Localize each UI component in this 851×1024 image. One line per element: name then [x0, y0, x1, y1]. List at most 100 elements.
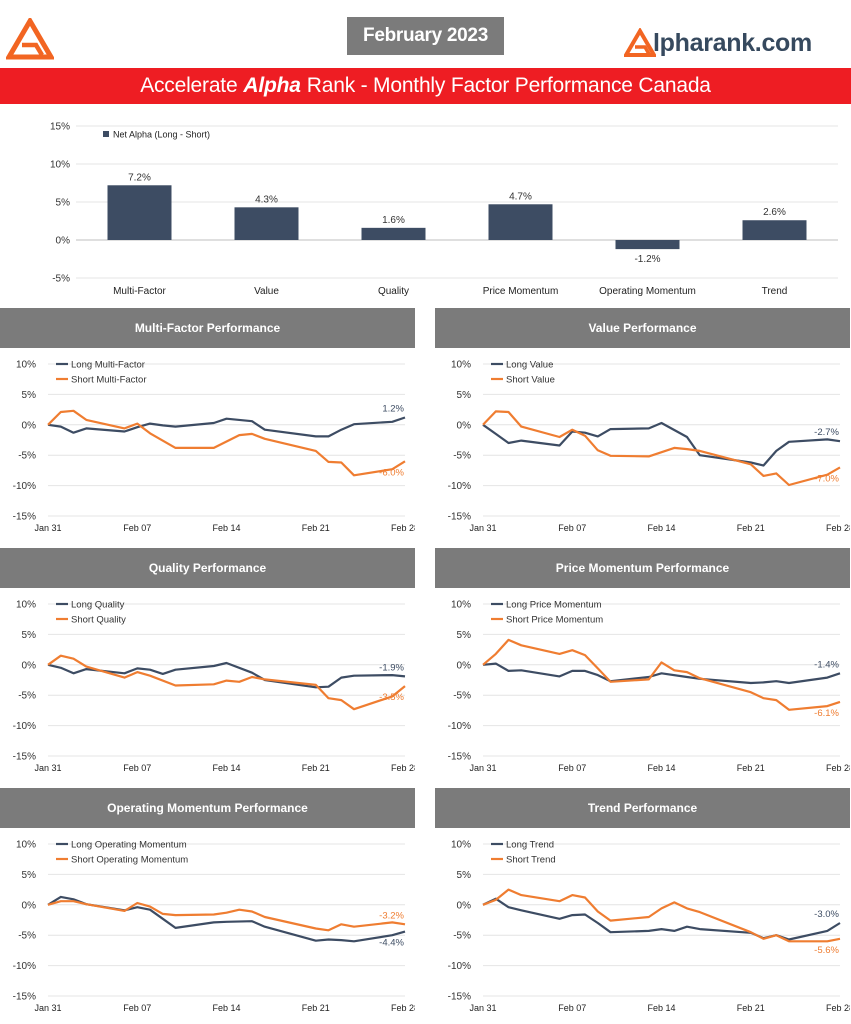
panel-title: Value Performance — [435, 308, 850, 348]
series-end-label: -1.9% — [379, 662, 404, 673]
bar — [107, 185, 172, 240]
value-panel: Value Performance -15% -10% -5% 0% 5% 10% Jan … — [435, 308, 850, 538]
y-tick-label: -5% — [453, 691, 471, 702]
trend-line-chart: -15% -10% -5% 0% 5% 10% Jan 31 Feb 07 Feb 14 Feb … — [448, 840, 850, 1014]
y-tick-label: -5% — [453, 931, 471, 942]
panel-title: Price Momentum Performance — [435, 548, 850, 588]
x-tick-label: Feb 28 — [826, 523, 850, 533]
legend-label: Short Quality — [71, 615, 126, 626]
x-tick-label: Feb 21 — [302, 763, 330, 773]
long-series-line — [47, 895, 406, 943]
x-tick-label: Jan 31 — [469, 523, 496, 533]
bar — [361, 227, 426, 240]
price-momentum-line-chart: -15% -10% -5% 0% 5% 10% Jan 31 Feb 07 Feb 14 Feb … — [448, 600, 850, 774]
short-series-line — [47, 900, 406, 932]
net-alpha-bar-chart: -5% 0% 5% 10% 15% 7.2% Multi-Factor 4.3% Value 1.… — [0, 110, 851, 305]
legend-label: Long Multi-Factor — [71, 360, 145, 371]
legend-label: Long Value — [506, 360, 553, 371]
y-tick-label: 0% — [22, 420, 37, 431]
x-category-label: Trend — [762, 286, 788, 297]
legend-label: Short Price Momentum — [506, 615, 603, 626]
y-tick-label: -5% — [453, 451, 471, 462]
y-tick-label: 0% — [22, 900, 37, 911]
brand-a-icon — [624, 28, 656, 57]
long-series-line — [482, 421, 841, 467]
x-category-label: Quality — [378, 286, 409, 297]
series-end-label: 1.2% — [382, 404, 404, 415]
panel-title: Trend Performance — [435, 788, 850, 828]
y-tick-label: 10% — [451, 360, 471, 371]
series-end-label: -5.6% — [814, 945, 839, 956]
legend-label: Short Trend — [506, 855, 556, 866]
bar-value-label: 7.2% — [128, 172, 151, 183]
title-bar: Accelerate Alpha Rank - Monthly Factor P… — [0, 68, 851, 104]
y-tick-label: -5% — [18, 691, 36, 702]
long-series-line — [47, 416, 406, 438]
y-tick-label: -10% — [13, 961, 36, 972]
series-end-label: -3.5% — [379, 692, 404, 703]
operating-momentum-panel: Operating Momentum Performance -15% -10% -… — [0, 788, 415, 1018]
y-tick-label: 5% — [22, 870, 37, 881]
legend-label: Short Value — [506, 375, 555, 386]
x-tick-label: Feb 28 — [391, 763, 415, 773]
x-tick-label: Feb 28 — [826, 1003, 850, 1013]
x-tick-label: Feb 21 — [737, 763, 765, 773]
y-tick-label: 10% — [50, 160, 70, 171]
y-tick-label: 10% — [16, 840, 36, 851]
y-tick-label: 5% — [457, 870, 472, 881]
legend-label: Long Quality — [71, 600, 125, 611]
long-series-line — [47, 661, 406, 689]
y-tick-label: 10% — [16, 360, 36, 371]
y-tick-label: -15% — [13, 992, 36, 1003]
y-tick-label: -15% — [448, 512, 471, 523]
y-tick-label: 5% — [457, 630, 472, 641]
x-tick-label: Feb 14 — [212, 523, 240, 533]
header: February 2023 lpharank.com — [0, 0, 851, 66]
bar-value-label: -1.2% — [634, 254, 660, 265]
multi-factor-line-chart: -15% -10% -5% 0% 5% 10% Jan 31 Feb 07 Feb 14 Feb … — [13, 360, 415, 534]
date-badge: February 2023 — [347, 17, 504, 55]
short-series-line — [47, 409, 406, 477]
title-suffix: Rank - Monthly Factor Performance Canada — [306, 74, 711, 97]
short-series-line — [482, 888, 841, 943]
legend-swatch — [103, 131, 109, 137]
y-tick-label: 10% — [451, 600, 471, 611]
series-end-label: -1.4% — [814, 659, 839, 670]
y-tick-label: 5% — [22, 390, 37, 401]
quality-line-chart: -15% -10% -5% 0% 5% 10% Jan 31 Feb 07 Feb 14 Feb … — [13, 600, 415, 774]
series-end-label: -2.7% — [814, 427, 839, 438]
x-tick-label: Jan 31 — [34, 523, 61, 533]
multi-factor-panel: Multi-Factor Performance -15% -10% -5% 0% 5%… — [0, 308, 415, 538]
x-tick-label: Jan 31 — [34, 763, 61, 773]
y-tick-label: 15% — [50, 122, 70, 133]
y-tick-label: 0% — [457, 900, 472, 911]
y-tick-label: 5% — [22, 630, 37, 641]
y-tick-label: -15% — [13, 752, 36, 763]
legend-label: Net Alpha (Long - Short) — [113, 130, 210, 140]
y-tick-label: -10% — [448, 961, 471, 972]
y-tick-label: -10% — [448, 721, 471, 732]
title-alpha: Alpha — [243, 74, 301, 97]
alpharank-logo-icon — [6, 18, 54, 60]
legend-label: Short Multi-Factor — [71, 375, 147, 386]
panel-title: Quality Performance — [0, 548, 415, 588]
x-tick-label: Feb 21 — [302, 1003, 330, 1013]
x-tick-label: Feb 07 — [123, 763, 151, 773]
short-series-line — [47, 654, 406, 711]
x-tick-label: Feb 21 — [737, 523, 765, 533]
x-tick-label: Feb 21 — [302, 523, 330, 533]
x-tick-label: Feb 21 — [737, 1003, 765, 1013]
x-category-label: Multi-Factor — [113, 286, 166, 297]
operating-momentum-line-chart: -15% -10% -5% 0% 5% 10% Jan 31 Feb 07 Feb 14 Feb … — [13, 840, 415, 1014]
x-tick-label: Feb 07 — [123, 1003, 151, 1013]
long-series-line — [482, 662, 841, 685]
bar-value-label: 2.6% — [763, 207, 786, 218]
bar-value-label: 4.3% — [255, 194, 278, 205]
x-tick-label: Jan 31 — [469, 1003, 496, 1013]
trend-panel: Trend Performance -15% -10% -5% 0% 5% 10% Jan … — [435, 788, 850, 1018]
panel-title: Multi-Factor Performance — [0, 308, 415, 348]
x-tick-label: Feb 28 — [391, 523, 415, 533]
legend-label: Long Trend — [506, 840, 554, 851]
x-tick-label: Feb 07 — [558, 763, 586, 773]
legend-label: Long Operating Momentum — [71, 840, 187, 851]
